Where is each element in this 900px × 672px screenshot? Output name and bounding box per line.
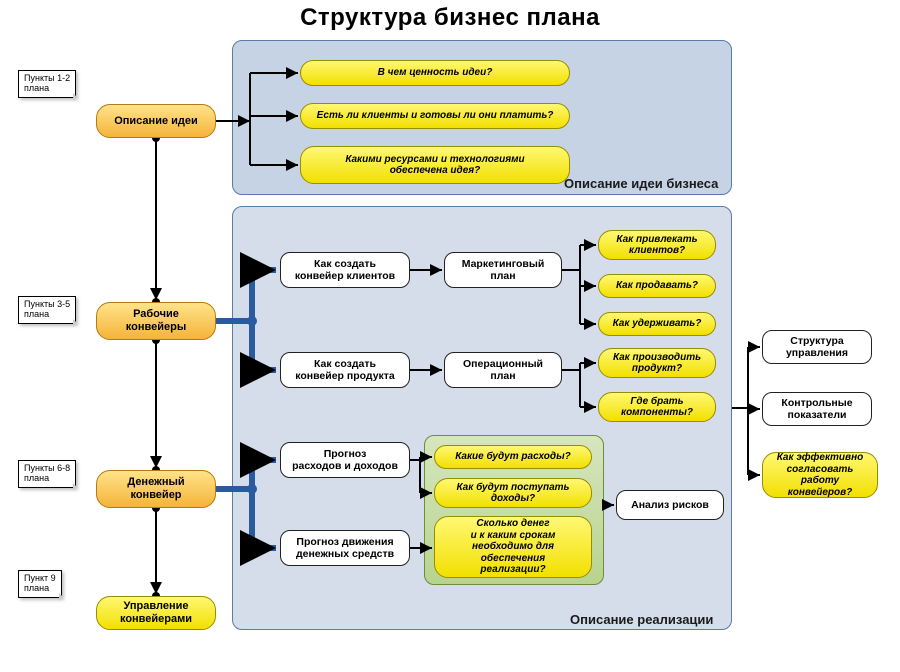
box-kpi: Контрольныепоказатели <box>762 392 872 426</box>
question-funding: Сколько денеги к каким срокамнеобходимо … <box>434 516 592 578</box>
note-point-9: Пункт 9плана <box>18 570 62 598</box>
note-points-1-2: Пункты 1-2плана <box>18 70 76 98</box>
question-resources: Какими ресурсами и технологиямиобеспечен… <box>300 146 570 184</box>
note-points-6-8: Пункты 6-8плана <box>18 460 76 488</box>
box-marketing-plan: Маркетинговыйплан <box>444 252 562 288</box>
question-retain: Как удерживать? <box>598 312 716 336</box>
box-risk-analysis: Анализ рисков <box>616 490 724 520</box>
stage-cash-conveyor: Денежныйконвейер <box>96 470 216 508</box>
box-cashflow-forecast: Прогноз движенияденежных средств <box>280 530 410 566</box>
stage-conveyor-management: Управлениеконвейерами <box>96 596 216 630</box>
note-points-3-5: Пункты 3-5плана <box>18 296 76 324</box>
diagram-title: Структура бизнес плана <box>0 4 900 32</box>
panel-idea-label: Описание идеи бизнеса <box>564 176 718 191</box>
question-coordinate-conveyors: Как эффективносогласовать работуконвейер… <box>762 452 878 498</box>
stage-idea-description: Описание идеи <box>96 104 216 138</box>
question-components: Где братькомпоненты? <box>598 392 716 422</box>
box-operational-plan: Операционныйплан <box>444 352 562 388</box>
question-income: Как будут поступатьдоходы? <box>434 478 592 508</box>
question-clients-pay: Есть ли клиенты и готовы ли они платить? <box>300 103 570 129</box>
box-income-expense-forecast: Прогнозрасходов и доходов <box>280 442 410 478</box>
question-sell: Как продавать? <box>598 274 716 298</box>
stage-working-conveyors: Рабочиеконвейеры <box>96 302 216 340</box>
panel-implementation-label: Описание реализации <box>570 612 713 627</box>
question-idea-value: В чем ценность идеи? <box>300 60 570 86</box>
box-create-client-conveyor: Как создатьконвейер клиентов <box>280 252 410 288</box>
question-expenses: Какие будут расходы? <box>434 445 592 469</box>
box-management-structure: Структурауправления <box>762 330 872 364</box>
question-attract-clients: Как привлекатьклиентов? <box>598 230 716 260</box>
question-produce: Как производитьпродукт? <box>598 348 716 378</box>
box-create-product-conveyor: Как создатьконвейер продукта <box>280 352 410 388</box>
